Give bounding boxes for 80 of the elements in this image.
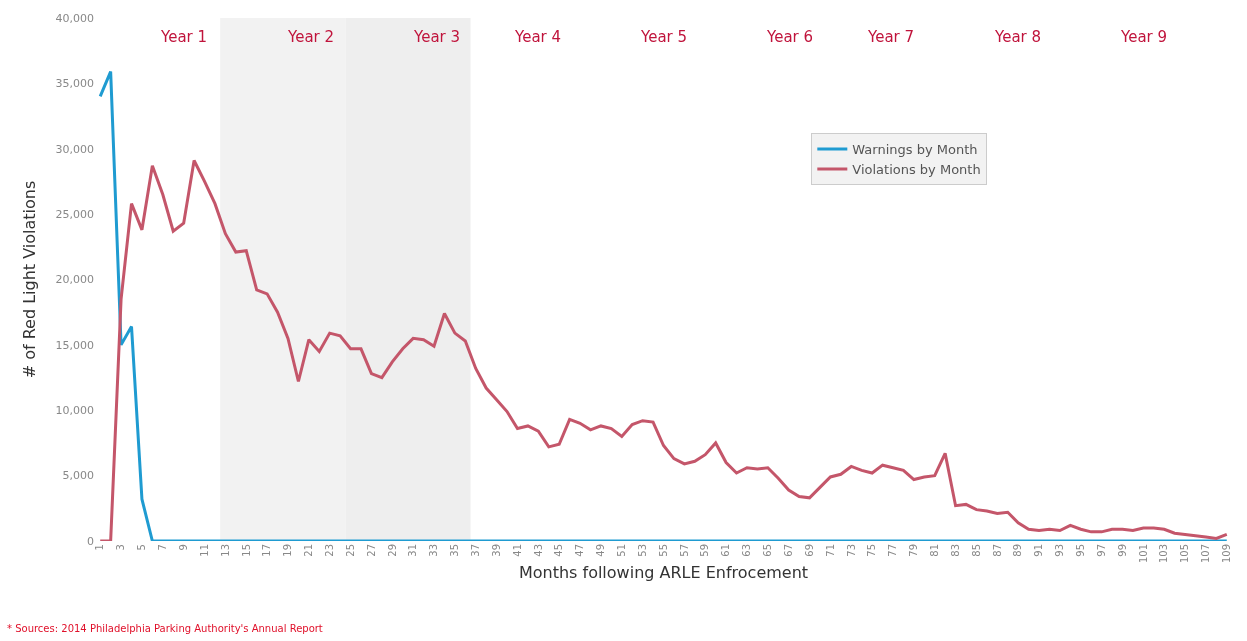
x-tick-label: 85 xyxy=(970,544,982,557)
x-tick-label: 75 xyxy=(866,544,878,557)
x-tick-label: 37 xyxy=(469,544,481,557)
x-tick-label: 5 xyxy=(136,544,148,551)
x-tick-label: 101 xyxy=(1137,544,1149,564)
x-tick-label: 47 xyxy=(574,544,586,557)
x-tick-label: 7 xyxy=(157,544,169,551)
x-tick-label: 17 xyxy=(261,544,273,557)
x-tick-label: 23 xyxy=(323,544,335,557)
x-tick-label: 83 xyxy=(949,544,961,557)
x-tick-label: 63 xyxy=(741,544,753,557)
x-tick-label: 9 xyxy=(177,544,189,551)
y-tick-label: 35,000 xyxy=(55,77,94,91)
y-axis-title: # of Red Light Violations xyxy=(20,180,40,379)
x-tick-label: 97 xyxy=(1095,544,1107,557)
x-tick-label: 49 xyxy=(595,544,607,557)
annotation: Year 7 xyxy=(867,28,915,46)
annotation: Year 9 xyxy=(1120,28,1168,46)
annotation: Year 3 xyxy=(413,28,461,46)
x-tick-label: 25 xyxy=(344,544,356,557)
x-tick-label: 79 xyxy=(908,544,920,557)
x-tick-label: 87 xyxy=(991,544,1003,557)
y-tick-label: 20,000 xyxy=(55,273,94,287)
y-tick-label: 5,000 xyxy=(62,469,94,483)
x-tick-label: 45 xyxy=(553,544,565,557)
x-tick-label: 107 xyxy=(1200,544,1212,564)
x-tick-label: 105 xyxy=(1179,544,1191,564)
x-tick-label: 95 xyxy=(1075,544,1086,557)
x-tick-label: 109 xyxy=(1221,544,1233,564)
x-tick-label: 15 xyxy=(240,544,252,557)
y-tick-label: 15,000 xyxy=(55,338,94,352)
x-tick-label: 27 xyxy=(365,544,377,557)
line-series xyxy=(98,70,1229,541)
x-tick-label: 67 xyxy=(782,544,794,557)
y-tick-label: 25,000 xyxy=(55,207,94,221)
annotation: Year 4 xyxy=(514,28,562,46)
legend-label: Violations by Month xyxy=(852,161,981,177)
x-tick-label: 81 xyxy=(928,544,940,557)
annotation: Year 6 xyxy=(766,28,814,46)
y-tick-label: 30,000 xyxy=(55,142,94,156)
x-tick-label: 59 xyxy=(699,544,711,557)
x-tick-label: 19 xyxy=(282,544,294,557)
x-tick-label: 77 xyxy=(887,544,899,557)
y-tick-label: 0 xyxy=(87,534,94,548)
x-axis-title: Months following ARLE Enfrocement xyxy=(518,562,809,582)
x-tick-label: 43 xyxy=(532,544,544,557)
x-tick-label: 57 xyxy=(678,544,690,557)
y-tick-label: 10,000 xyxy=(55,404,94,418)
x-tick-label: 93 xyxy=(1054,544,1066,557)
x-tick-label: 91 xyxy=(1033,544,1045,557)
x-tick-label: 53 xyxy=(636,544,648,557)
x-tick-label: 31 xyxy=(407,544,419,557)
x-tick-label: 69 xyxy=(803,544,815,557)
x-tick-label: 1 xyxy=(94,544,106,551)
x-tick-label: 35 xyxy=(449,544,461,557)
x-tick-label: 33 xyxy=(428,544,440,557)
x-tick-label: 13 xyxy=(219,544,231,557)
x-tick-label: 55 xyxy=(657,544,669,557)
x-tick-label: 73 xyxy=(845,544,857,557)
annotation: Year 1 xyxy=(160,28,208,46)
x-tick-label: 41 xyxy=(511,544,523,557)
text: * Sources: 2014 Philadelphia Parking Authority's Annual Report xyxy=(7,623,323,634)
x-tick-label: 39 xyxy=(490,544,502,557)
x-tick-label: 3 xyxy=(115,544,127,551)
x-tick-label: 21 xyxy=(303,544,315,557)
y-tick-label: 40,000 xyxy=(55,11,94,25)
x-tick-label: 51 xyxy=(616,544,628,557)
line-series xyxy=(98,159,1229,541)
annotation: Year 2 xyxy=(287,28,335,46)
legend-label: Warnings by Month xyxy=(852,142,978,158)
annotation: Year 8 xyxy=(994,28,1042,46)
x-tick-label: 61 xyxy=(720,544,732,557)
x-tick-label: 89 xyxy=(1012,544,1024,557)
x-tick-label: 11 xyxy=(198,544,210,557)
x-tick-label: 103 xyxy=(1158,544,1170,564)
x-tick-label: 65 xyxy=(762,544,774,557)
x-tick-label: 71 xyxy=(824,544,836,557)
x-tick-label: 99 xyxy=(1116,544,1128,557)
annotation: Year 5 xyxy=(640,28,688,46)
x-tick-label: 29 xyxy=(386,544,398,557)
